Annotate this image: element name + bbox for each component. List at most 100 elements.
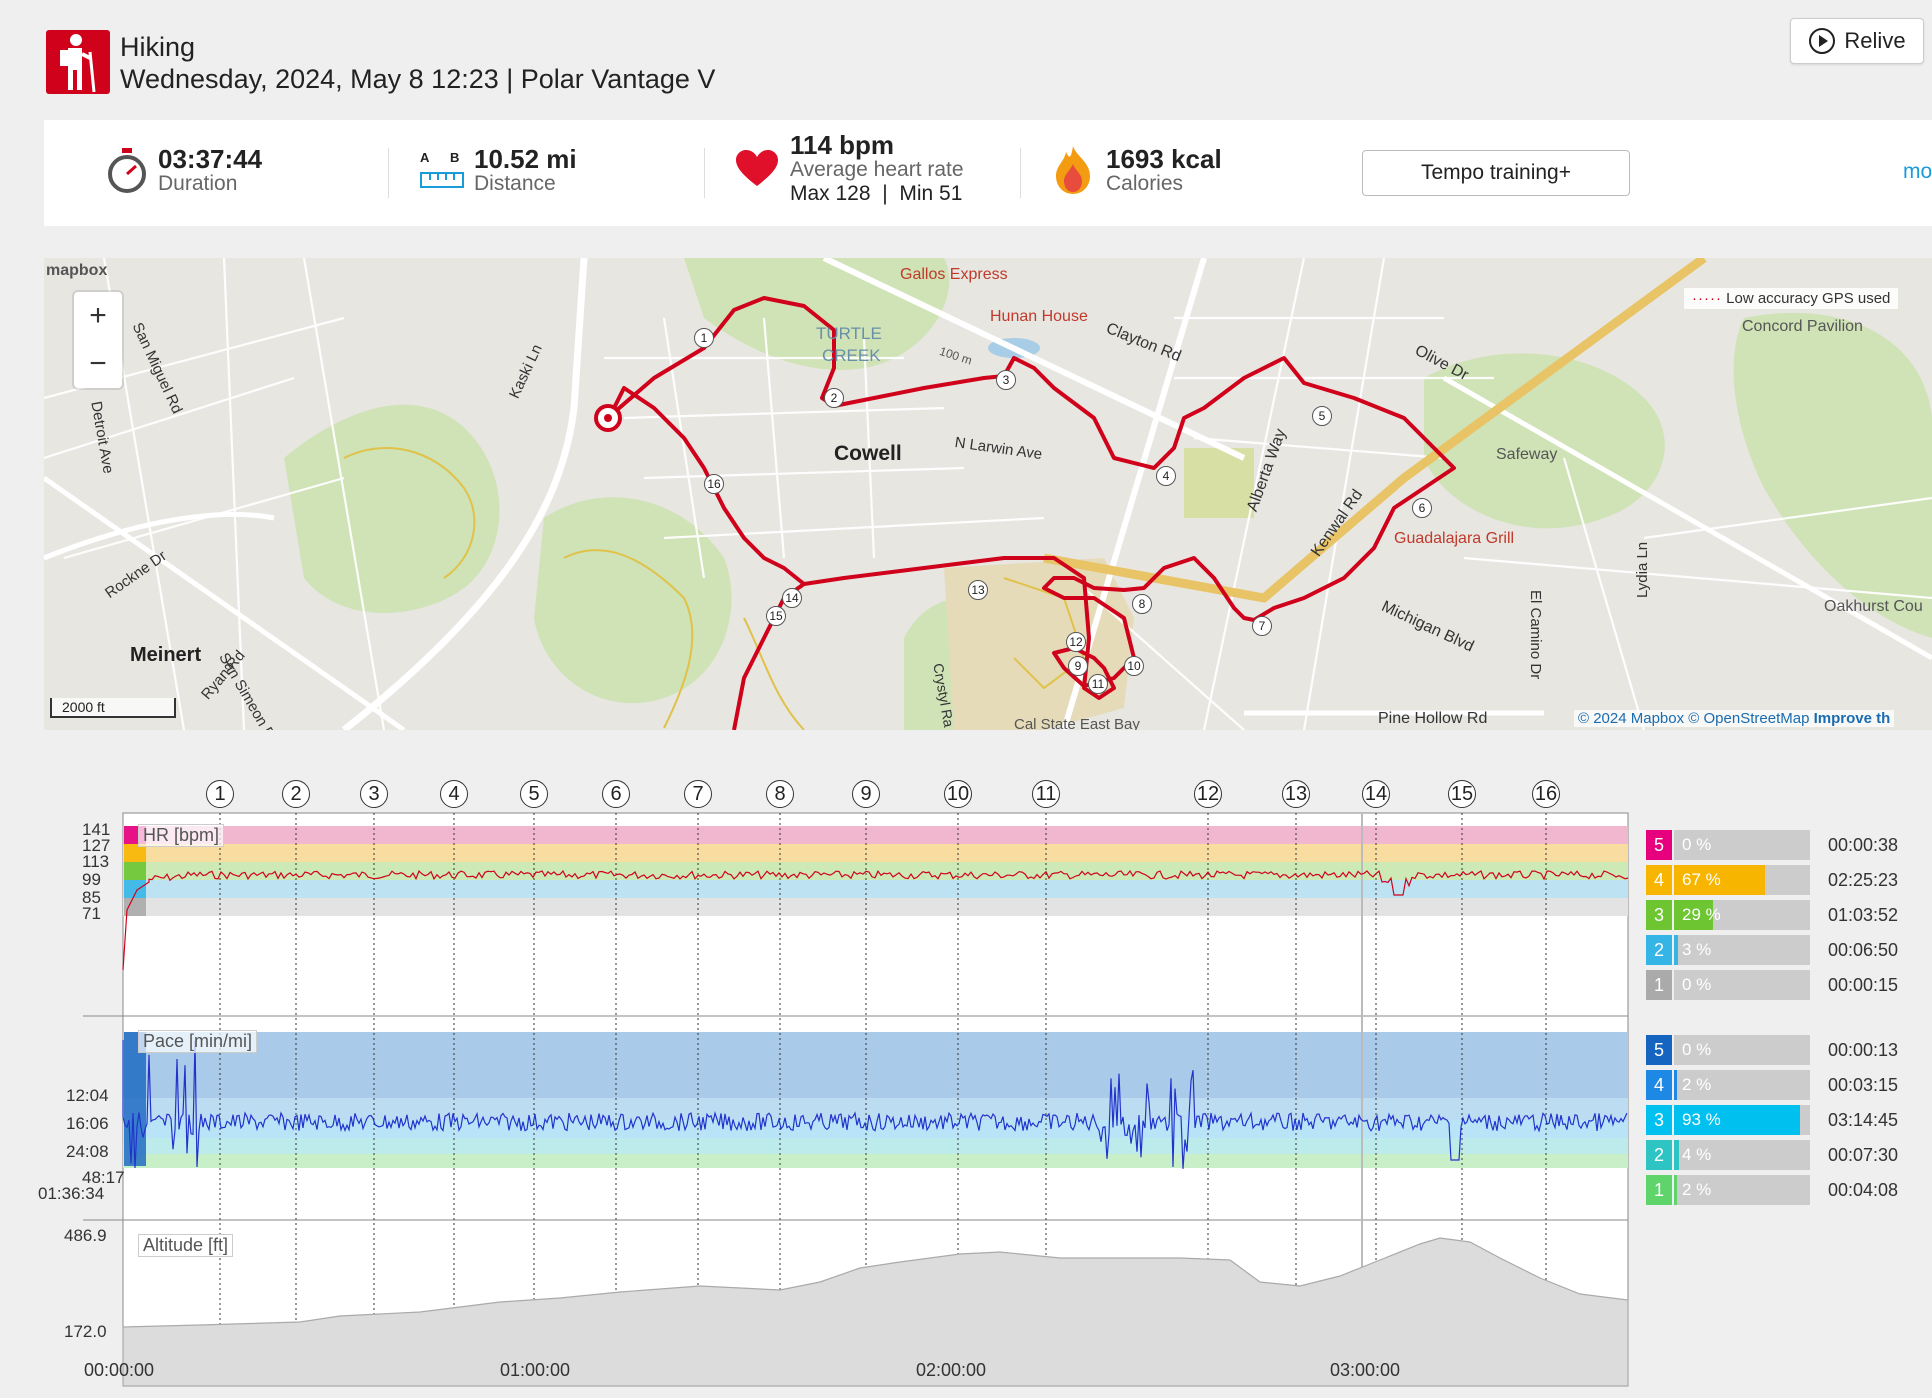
route-map[interactable]: mapbox + − ····· Low accuracy GPS used 2… — [44, 258, 1932, 730]
map-label: Lydia Ln — [1634, 541, 1651, 598]
lap-marker[interactable]: 2 — [282, 780, 310, 808]
hr-label: Average heart rate — [790, 158, 964, 181]
improve-map-link[interactable]: Improve th — [1813, 710, 1891, 727]
route-lap-badge: 12 — [1066, 632, 1086, 652]
map-label: Hunan House — [990, 308, 1088, 325]
play-icon — [1809, 28, 1836, 54]
relive-button[interactable]: Relive — [1790, 18, 1924, 64]
hr-zone-time: 00:00:38 — [1828, 835, 1899, 855]
osm-attribution-link[interactable]: © OpenStreetMap — [1688, 710, 1810, 727]
route-lap-badge: 15 — [766, 606, 786, 626]
pace-axis-tick: 24:08 — [66, 1142, 109, 1161]
pace-zone-fill — [1674, 1140, 1680, 1170]
calories-label: Calories — [1106, 172, 1184, 195]
hr-zone-band — [123, 898, 1628, 916]
hr-axis-tick: 71 — [82, 904, 101, 923]
pace-zone-band — [123, 1138, 1628, 1154]
pace-zone-row: 5 0 % — [1646, 1035, 1810, 1065]
hr-zone-number: 4 — [1646, 865, 1672, 895]
pace-zone-fill — [1674, 1175, 1677, 1205]
duration-label: Duration — [158, 172, 238, 195]
lap-marker[interactable]: 4 — [440, 780, 468, 808]
lap-marker[interactable]: 3 — [360, 780, 388, 808]
pace-zone-fill — [1674, 1070, 1677, 1100]
tempo-training-button[interactable]: Tempo training+ — [1362, 150, 1630, 196]
hr-zone-band — [123, 826, 1628, 844]
pace-axis-tick: 16:06 — [66, 1114, 109, 1133]
time-axis-tick: 00:00:00 — [84, 1360, 155, 1380]
map-label: Concord Pavilion — [1742, 318, 1863, 335]
hr-zone-row: 1 0 % — [1646, 970, 1810, 1000]
lap-marker[interactable]: 7 — [684, 780, 712, 808]
map-label: CREEK — [822, 346, 881, 365]
pace-zone-number: 2 — [1646, 1140, 1672, 1170]
hr-value: 114 bpm — [790, 130, 895, 160]
map-label: Pine Hollow Rd — [1378, 710, 1488, 727]
route-lap-badge: 13 — [968, 580, 988, 600]
distance-value: 10.52 mi — [474, 144, 577, 174]
pace-zone-row: 4 2 % — [1646, 1070, 1810, 1100]
pace-zone-band — [123, 1032, 1628, 1098]
zoom-out-button[interactable]: − — [89, 347, 107, 380]
pace-zone-time: 00:03:15 — [1828, 1075, 1899, 1095]
zoom-in-button[interactable]: + — [89, 299, 107, 332]
pace-zone-time: 00:04:08 — [1828, 1180, 1899, 1200]
map-label: Meinert — [130, 644, 202, 666]
lap-marker[interactable]: 1 — [206, 780, 234, 808]
altitude-axis-tick: 486.9 — [64, 1226, 107, 1245]
lap-marker[interactable]: 6 — [602, 780, 630, 808]
pace-zone-time: 03:14:45 — [1828, 1110, 1899, 1130]
hr-zone-percent: 3 % — [1682, 940, 1712, 959]
hiking-icon — [46, 30, 110, 94]
lap-marker[interactable]: 14 — [1362, 780, 1390, 808]
map-label: Oakhurst Cou — [1824, 598, 1923, 615]
lap-marker[interactable]: 10 — [944, 780, 972, 808]
hr-zone-band — [123, 862, 1628, 880]
lap-marker[interactable]: 12 — [1194, 780, 1222, 808]
hr-zone-percent: 67 % — [1682, 870, 1721, 889]
pace-zone-percent: 4 % — [1682, 1145, 1712, 1164]
map-canvas — [44, 258, 1932, 730]
pace-zone-band — [123, 1098, 1628, 1120]
hr-zone-bar: 67 % — [1674, 865, 1810, 895]
pace-axis-tick: 12:04 — [66, 1086, 109, 1105]
pace-zone-number: 3 — [1646, 1105, 1672, 1135]
summary-bar: 03:37:44 Duration A B 10.52 mi Distance … — [44, 120, 1932, 226]
route-lap-badge: 7 — [1252, 616, 1272, 636]
lap-marker[interactable]: 13 — [1282, 780, 1310, 808]
map-scale: 2000 ft — [50, 698, 176, 718]
hr-line — [122, 869, 1629, 971]
hr-zone-time: 00:00:15 — [1828, 975, 1899, 995]
lap-marker[interactable]: 11 — [1032, 780, 1060, 808]
pace-zone-percent: 2 % — [1682, 1180, 1712, 1199]
pace-zone-bar: 0 % — [1674, 1035, 1810, 1065]
activity-title: Hiking — [120, 32, 196, 62]
lap-marker[interactable]: 5 — [520, 780, 548, 808]
gps-legend: ····· Low accuracy GPS used — [1684, 288, 1899, 309]
more-link[interactable]: mo — [1903, 160, 1932, 183]
hr-zone-percent: 29 % — [1682, 905, 1721, 924]
lap-marker[interactable]: 9 — [852, 780, 880, 808]
hr-zone-bar: 0 % — [1674, 970, 1810, 1000]
pace-zone-number: 1 — [1646, 1175, 1672, 1205]
mapbox-attribution-link[interactable]: © 2024 Mapbox — [1578, 710, 1685, 727]
pace-zone-band — [123, 1154, 1628, 1168]
hr-zone-row: 4 67 % — [1646, 865, 1810, 895]
hr-zone-row: 2 3 % — [1646, 935, 1810, 965]
route-lap-badge: 9 — [1068, 656, 1088, 676]
lap-marker[interactable]: 8 — [766, 780, 794, 808]
hr-zone-time: 01:03:52 — [1828, 905, 1899, 925]
map-label: Guadalajara Grill — [1394, 530, 1515, 547]
map-label: Cal State East Bay — [1014, 716, 1140, 730]
hr-zone-row: 3 29 % — [1646, 900, 1810, 930]
hr-axis-tick: 99 — [82, 870, 101, 889]
charts-panel: 1 2 3 4 5 6 7 8 9 10 11 12 13 14 15 16 141 127 113 99 85 71 1… — [0, 770, 1932, 1398]
hr-zone-band — [123, 844, 1628, 862]
route-lap-badge: 4 — [1156, 466, 1176, 486]
lap-marker[interactable]: 15 — [1448, 780, 1476, 808]
map-label: El Camino Dr — [1527, 590, 1544, 680]
charts-canvas[interactable] — [0, 770, 1640, 1398]
route-lap-badge: 8 — [1132, 594, 1152, 614]
lap-marker[interactable]: 16 — [1532, 780, 1560, 808]
hr-zone-number: 5 — [1646, 830, 1672, 860]
